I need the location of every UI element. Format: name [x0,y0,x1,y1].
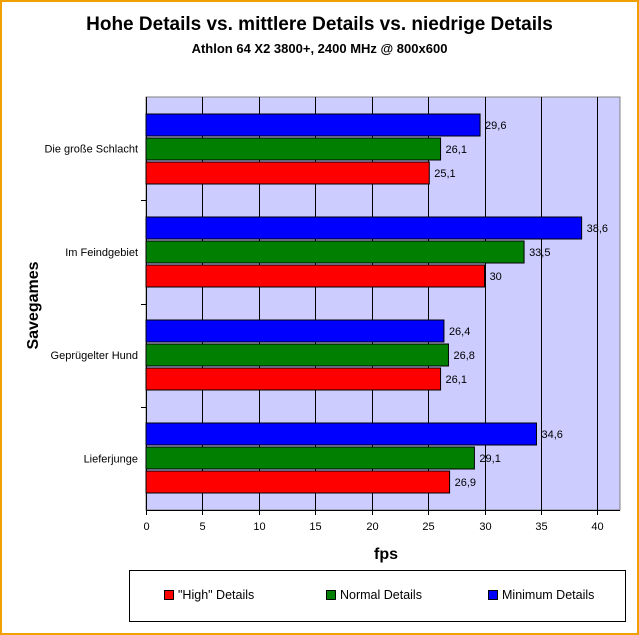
data-label: 38,6 [587,223,608,235]
category-label: Lieferjunge [84,453,138,465]
data-label: 26,4 [449,326,470,338]
bar [145,343,449,367]
data-label: 26,9 [455,477,476,489]
legend-label: Minimum Details [502,588,595,602]
x-tick-label: 5 [199,521,205,533]
bar [145,264,486,288]
bar [145,422,537,446]
legend-label: "High" Details [178,588,255,602]
x-tick-label: 0 [143,521,149,533]
x-tick-label: 15 [309,521,321,533]
legend-swatch [326,590,336,600]
category-label: Die große Schlacht [44,144,138,156]
chart-title: Hohe Details vs. mittlere Details vs. ni… [86,14,553,35]
y-axis-title: Savegames [25,261,42,349]
x-axis-title: fps [374,546,398,563]
bar [145,470,451,494]
legend-swatch [164,590,174,600]
data-label: 25,1 [434,168,455,180]
data-label: 33,5 [529,247,550,259]
x-tick-label: 25 [422,521,434,533]
legend-item: Minimum Details [488,588,594,602]
data-label: 26,1 [446,374,467,386]
chart-legend: "High" Details Normal Details Minimum Deta… [129,570,626,622]
category-label: Im Feindgebiet [65,247,138,259]
data-label: 34,6 [541,429,562,441]
legend-item: Normal Details [326,588,422,602]
data-label: 26,8 [453,350,474,362]
data-label: 30 [490,271,502,283]
bar [145,216,583,240]
data-label: 29,6 [485,120,506,132]
bar [145,319,445,343]
bar [145,161,430,185]
x-tick-label: 40 [591,521,603,533]
bar [145,367,442,391]
bar [145,113,481,137]
data-label: 29,1 [479,453,500,465]
data-label: 26,1 [446,144,467,156]
bar [145,240,525,264]
bar [145,446,475,470]
x-tick-label: 10 [253,521,265,533]
bar [145,137,442,161]
chart-subtitle: Athlon 64 X2 3800+, 2400 MHz @ 800x600 [191,41,448,56]
x-tick-label: 35 [535,521,547,533]
legend-item: "High" Details [164,588,254,602]
legend-swatch [488,590,498,600]
x-tick-label: 30 [479,521,491,533]
legend-label: Normal Details [340,588,422,602]
category-label: Geprügelter Hund [51,350,138,362]
x-tick-label: 20 [366,521,378,533]
